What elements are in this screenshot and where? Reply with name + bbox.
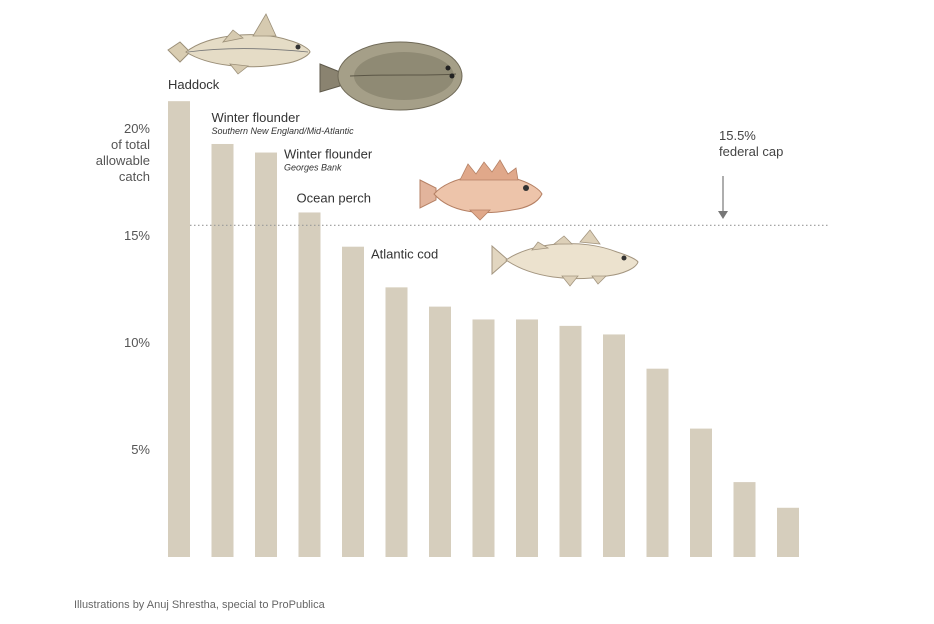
y-axis-label-line: of total bbox=[111, 137, 150, 152]
federal-cap-line: 15.5%federal cap bbox=[190, 128, 829, 226]
y-tick-label: 15% bbox=[124, 228, 150, 243]
bars bbox=[168, 101, 799, 558]
bar bbox=[255, 152, 277, 558]
bar bbox=[211, 143, 234, 558]
credit-note: Illustrations by Anuj Shrestha, special … bbox=[74, 599, 325, 611]
bar bbox=[385, 287, 408, 557]
y-axis: 5% 10% 15% bbox=[124, 228, 150, 457]
bar bbox=[472, 319, 495, 557]
y-tick-label: 20% bbox=[124, 121, 150, 136]
ocean-perch-icon bbox=[419, 159, 543, 221]
arrow-head-icon bbox=[718, 211, 728, 219]
bar bbox=[603, 334, 625, 557]
y-tick-label: 10% bbox=[124, 335, 150, 350]
flounder-icon bbox=[319, 41, 463, 111]
bar-label: Winter flounder bbox=[212, 110, 301, 125]
y-axis-label-line: allowable bbox=[96, 153, 150, 168]
bar-sublabel: Southern New England/Mid-Atlantic bbox=[212, 126, 355, 136]
bar bbox=[777, 507, 799, 557]
bar-label: Atlantic cod bbox=[371, 247, 438, 262]
bar-label: Winter flounder bbox=[284, 147, 373, 162]
atlantic-cod-icon bbox=[491, 229, 639, 287]
bar-label: Ocean perch bbox=[297, 190, 371, 205]
bar bbox=[733, 482, 756, 557]
y-axis-label-line: catch bbox=[119, 169, 150, 184]
bar bbox=[429, 306, 451, 557]
bar-sublabel: Georges Bank bbox=[284, 163, 342, 173]
bar bbox=[559, 325, 582, 557]
reference-label: federal cap bbox=[719, 144, 783, 159]
bar bbox=[342, 246, 364, 557]
reference-label: 15.5% bbox=[719, 128, 756, 143]
bar-label: Haddock bbox=[168, 77, 220, 92]
bar bbox=[168, 101, 190, 558]
bar bbox=[298, 212, 321, 557]
bar bbox=[646, 368, 669, 557]
bar bbox=[516, 319, 538, 557]
bar bbox=[690, 428, 712, 557]
y-tick-label: 5% bbox=[131, 442, 150, 457]
haddock-icon bbox=[167, 13, 311, 75]
